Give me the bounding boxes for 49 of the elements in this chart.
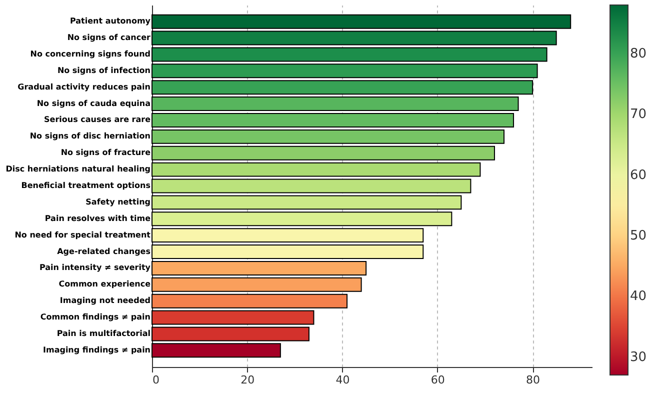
bar <box>152 162 481 177</box>
bar <box>152 80 534 95</box>
y-tick-label: No signs of infection <box>57 66 151 75</box>
bar <box>152 146 495 160</box>
x-tick-label: 80 <box>526 374 540 386</box>
bar <box>152 212 452 226</box>
y-tick-label: Pain resolves with time <box>44 214 152 223</box>
y-tick-label: Pain intensity ≠ severity <box>39 263 152 272</box>
y-tick-label: No concerning signs found <box>30 49 151 58</box>
y-tick-label: No signs of cancer <box>67 33 151 42</box>
x-tick-label: 60 <box>430 374 445 386</box>
x-tick-label: 0 <box>152 374 160 386</box>
y-tick-label: Common findings ≠ pain <box>40 312 151 322</box>
bar <box>152 178 472 194</box>
bar <box>152 195 462 210</box>
y-tick-label: Safety netting <box>86 197 151 206</box>
color-bar-label: 40 <box>630 289 647 304</box>
bar <box>152 294 348 308</box>
y-tick-label: No signs of fracture <box>60 148 152 158</box>
y-tick-label: No signs of disc herniation <box>30 132 151 141</box>
bar <box>152 14 572 29</box>
color-bar-label: 80 <box>630 46 647 62</box>
y-tick-label: Gradual activity reduces pain <box>18 82 151 92</box>
y-tick-label: Common experience <box>58 280 152 289</box>
y-tick-label: Serious causes are rare <box>44 115 152 124</box>
bar <box>152 260 367 276</box>
color-bar-label: 50 <box>630 228 647 244</box>
bar <box>152 113 514 128</box>
color-bar-label: 30 <box>630 350 647 365</box>
bar <box>152 228 424 243</box>
y-tick-label: Imaging not needed <box>60 296 151 306</box>
color-bar-label: 70 <box>630 107 647 122</box>
y-tick-label: Beneficial treatment options <box>21 181 151 190</box>
y-tick-label: Patient autonomy <box>70 16 152 26</box>
x-tick-label: 20 <box>240 374 255 386</box>
y-tick-label: Disc herniations natural healing <box>6 164 151 174</box>
y-tick-label: No need for special treatment <box>14 230 151 240</box>
x-tick-label: 40 <box>336 374 350 386</box>
y-tick-label: No signs of cauda equina <box>36 98 150 108</box>
bar <box>152 244 424 259</box>
bar <box>152 343 281 358</box>
y-tick-label: Pain is multifactorial <box>56 328 151 338</box>
y-tick-label: Imaging findings ≠ pain <box>43 345 151 354</box>
bar <box>152 96 519 112</box>
bar <box>152 64 538 78</box>
bar <box>152 277 362 292</box>
bar <box>152 129 504 144</box>
y-tick-label: Age-related changes <box>57 246 151 256</box>
color-bar-label: 60 <box>630 168 647 183</box>
